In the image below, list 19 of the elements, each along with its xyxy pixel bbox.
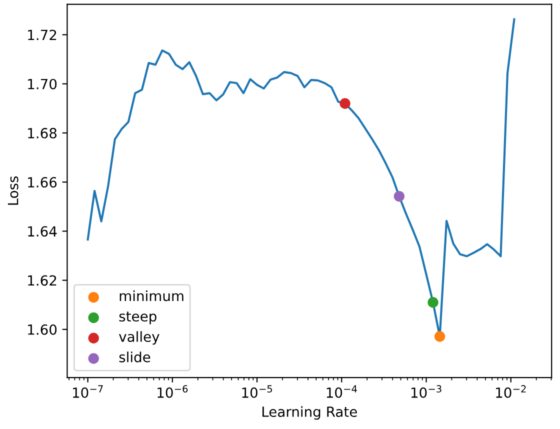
- x-tick-label: 10$^{−7}$: [73, 385, 103, 398]
- x-tick-label: 10$^{−3}$: [411, 385, 442, 398]
- y-tick-label: 1.60: [28, 324, 57, 335]
- y-tick-label: 1.70: [28, 78, 57, 90]
- y-tick-label: 1.62: [28, 275, 56, 286]
- y-tick-label: 1.68: [28, 128, 57, 138]
- y-axis-title: Loss: [8, 176, 18, 205]
- legend-label: steep: [119, 312, 156, 324]
- y-tick-label: 1.72: [28, 30, 56, 40]
- legend-label: valley: [119, 331, 160, 345]
- y-tick-label: 1.66: [28, 177, 57, 188]
- legend-label: slide: [119, 352, 150, 362]
- x-tick-label: 10$^{−2}$: [496, 385, 526, 398]
- y-tick-label: 1.64: [28, 226, 57, 237]
- legend-label: minimum: [120, 290, 184, 302]
- x-tick-label: 10$^{−5}$: [242, 385, 272, 398]
- x-tick-label: 10$^{−4}$: [326, 385, 357, 398]
- x-tick-label: 10$^{−6}$: [158, 385, 188, 398]
- x-axis-title: Learning Rate: [262, 406, 357, 420]
